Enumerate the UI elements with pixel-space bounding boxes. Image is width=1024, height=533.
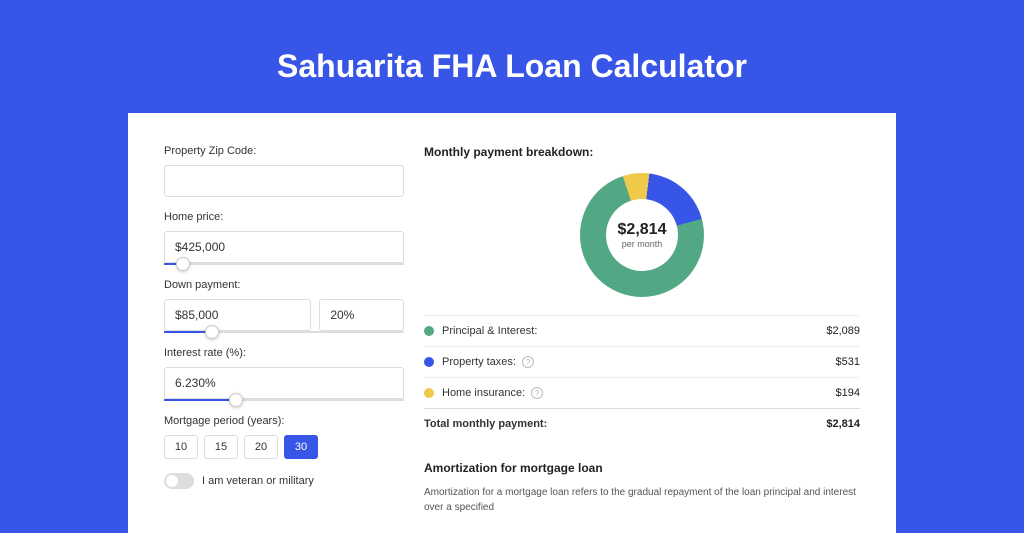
line-items: Principal & Interest: $2,089 Property taxe… [424,315,860,408]
line-item: Property taxes:? $531 [424,346,860,377]
down-payment-slider[interactable] [164,331,404,333]
inputs-column: Property Zip Code: Home price: Down paym… [164,145,404,501]
down-payment-group: Down payment: [164,279,404,333]
interest-label: Interest rate (%): [164,347,404,359]
toggle-knob [166,475,178,487]
slider-thumb[interactable] [205,325,219,339]
info-icon[interactable]: ? [522,356,534,368]
home-price-slider[interactable] [164,263,404,265]
amortization-text: Amortization for a mortgage loan refers … [424,485,860,515]
home-price-label: Home price: [164,211,404,223]
zip-label: Property Zip Code: [164,145,404,157]
total-label: Total monthly payment: [424,418,547,430]
donut-chart: $2,814 per month [580,173,704,297]
period-label: Mortgage period (years): [164,415,404,427]
amortization-title: Amortization for mortgage loan [424,461,860,475]
zip-input[interactable] [164,165,404,197]
home-price-input[interactable] [164,231,404,263]
legend-dot [424,357,434,367]
total-row: Total monthly payment: $2,814 [424,408,860,439]
line-item: Principal & Interest: $2,089 [424,315,860,346]
veteran-toggle[interactable] [164,473,194,489]
home-price-group: Home price: [164,211,404,265]
page-title: Sahuarita FHA Loan Calculator [0,0,1024,113]
down-payment-label: Down payment: [164,279,404,291]
line-label: Principal & Interest: [442,325,537,337]
slider-thumb[interactable] [176,257,190,271]
down-payment-pct-input[interactable] [319,299,404,331]
line-label: Home insurance: [442,387,525,399]
period-btn-15[interactable]: 15 [204,435,238,459]
down-payment-input[interactable] [164,299,311,331]
donut-sub: per month [622,239,663,249]
info-icon[interactable]: ? [531,387,543,399]
period-buttons: 10152030 [164,435,404,459]
calculator-card: Property Zip Code: Home price: Down paym… [128,113,896,533]
legend-dot [424,326,434,336]
line-value: $531 [836,356,860,368]
zip-field-group: Property Zip Code: [164,145,404,197]
period-btn-20[interactable]: 20 [244,435,278,459]
donut-amount: $2,814 [618,221,667,239]
legend-dot [424,388,434,398]
period-btn-30[interactable]: 30 [284,435,318,459]
donut-wrap: $2,814 per month [424,173,860,297]
line-item: Home insurance:? $194 [424,377,860,408]
period-group: Mortgage period (years): 10152030 [164,415,404,459]
interest-input[interactable] [164,367,404,399]
interest-group: Interest rate (%): [164,347,404,401]
veteran-row: I am veteran or military [164,473,404,489]
period-btn-10[interactable]: 10 [164,435,198,459]
total-value: $2,814 [826,418,860,430]
interest-slider[interactable] [164,399,404,401]
line-value: $194 [836,387,860,399]
donut-center: $2,814 per month [606,199,678,271]
veteran-label: I am veteran or military [202,475,314,487]
line-value: $2,089 [826,325,860,337]
breakdown-column: Monthly payment breakdown: $2,814 per mo… [424,145,860,501]
slider-thumb[interactable] [229,393,243,407]
breakdown-title: Monthly payment breakdown: [424,145,860,159]
line-label: Property taxes: [442,356,516,368]
